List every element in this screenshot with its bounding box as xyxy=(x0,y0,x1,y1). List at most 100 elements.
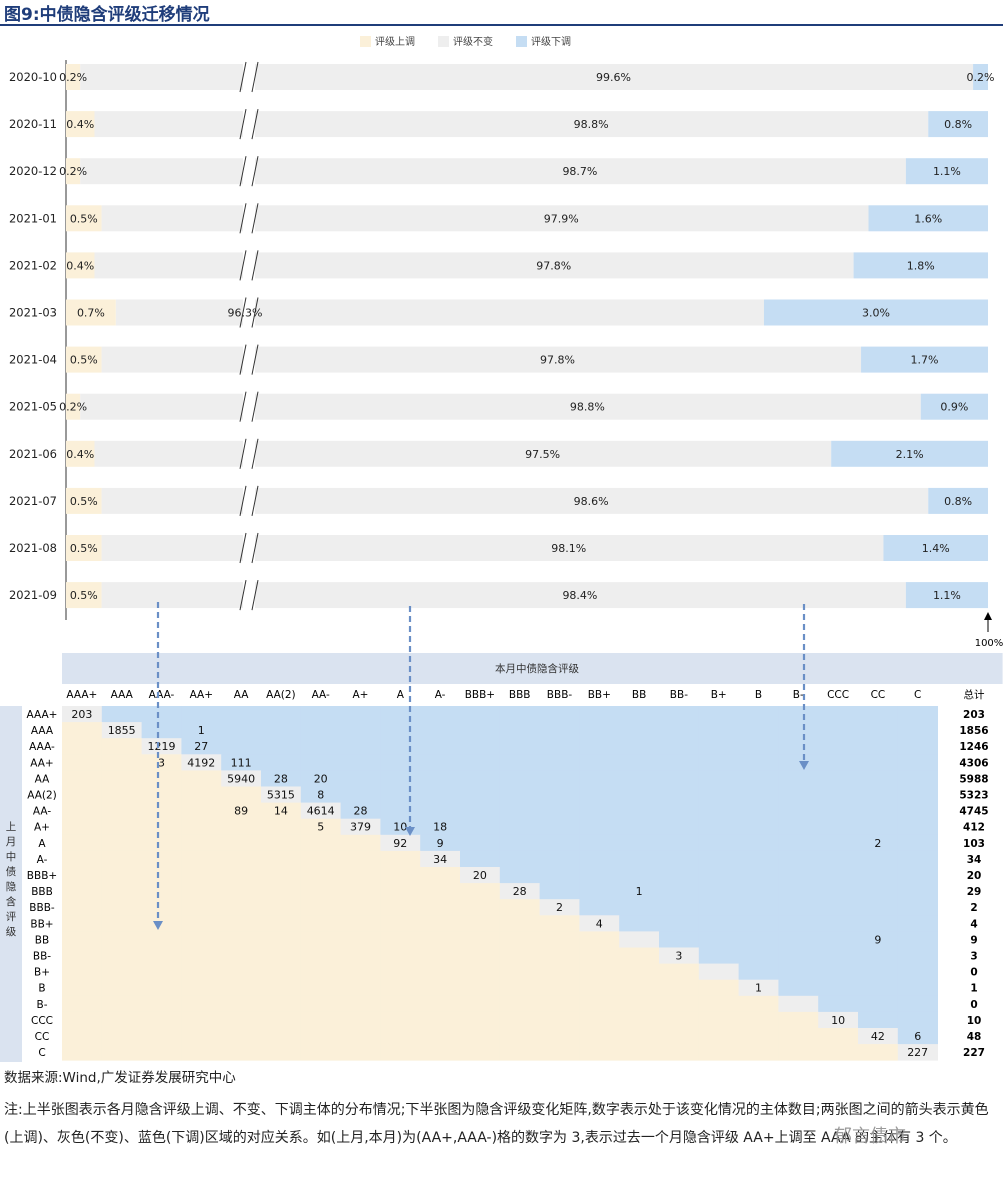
matrix-cell xyxy=(300,1044,341,1061)
matrix-cell xyxy=(579,1028,620,1045)
row-header: A xyxy=(38,838,46,850)
row-total: 1246 xyxy=(959,741,988,753)
matrix-cell xyxy=(778,1028,819,1045)
matrix-cell xyxy=(659,931,700,948)
matrix-cell xyxy=(62,754,103,771)
row-header: BBB xyxy=(31,886,53,898)
matrix-cell xyxy=(420,915,461,932)
matrix-cell xyxy=(101,1028,142,1045)
category-label: 2020-12 xyxy=(9,164,57,178)
matrix-cell xyxy=(499,979,540,997)
matrix-cell xyxy=(897,963,938,981)
bar-down xyxy=(831,440,988,467)
matrix-cell xyxy=(300,770,341,787)
bar-row: 2021-02 0.4% 97.8% 1.8% xyxy=(9,249,988,282)
matrix-value: 111 xyxy=(231,756,252,769)
matrix-cell xyxy=(101,915,142,932)
matrix-cell xyxy=(380,738,421,755)
matrix-cell xyxy=(619,706,660,723)
matrix-cell xyxy=(300,883,341,900)
matrix-cell xyxy=(738,850,779,868)
matrix-value: 1219 xyxy=(148,740,176,753)
matrix-cell xyxy=(62,867,103,884)
matrix-cell xyxy=(659,947,700,964)
matrix-cell xyxy=(141,770,182,787)
col-header: A xyxy=(397,689,405,701)
matrix-cell xyxy=(499,995,540,1013)
matrix-cell xyxy=(897,1011,938,1029)
matrix-cell xyxy=(858,834,899,852)
matrix-cell xyxy=(698,802,739,820)
matrix-cell xyxy=(380,1044,421,1061)
matrix-cell xyxy=(897,995,938,1013)
bar-row: 2021-08 0.5% 98.1% 1.4% xyxy=(9,532,988,564)
matrix-cell xyxy=(619,867,660,884)
legend-swatch xyxy=(438,36,449,47)
legend: 评级上调 评级不变 评级下调 xyxy=(360,35,571,48)
matrix-cell xyxy=(698,1011,739,1029)
matrix-value: 9 xyxy=(437,837,444,850)
category-label: 2021-06 xyxy=(9,447,57,461)
matrix-cell xyxy=(380,915,421,932)
value-label-up: 0.2% xyxy=(59,71,87,84)
matrix-cell xyxy=(340,834,381,852)
matrix-cell xyxy=(619,963,660,981)
matrix-cell xyxy=(738,1011,779,1029)
axis-break-gap xyxy=(243,532,255,564)
matrix-cell xyxy=(181,867,222,884)
matrix-cell xyxy=(539,915,580,932)
matrix-cell xyxy=(62,770,103,787)
matrix-cell xyxy=(221,963,262,981)
matrix-cell xyxy=(261,1044,302,1061)
matrix-cell xyxy=(818,834,859,852)
matrix-cell xyxy=(619,995,660,1013)
matrix-cell xyxy=(499,738,540,755)
matrix-cell xyxy=(698,850,739,868)
matrix-cell xyxy=(261,1011,302,1029)
bar-same xyxy=(101,205,869,232)
col-header: BB xyxy=(632,689,646,701)
matrix-cell xyxy=(300,995,341,1013)
matrix-cell xyxy=(579,883,620,900)
bar-row: 2021-04 0.5% 97.8% 1.7% xyxy=(9,343,988,376)
col-header-total: 总计 xyxy=(964,688,985,701)
matrix-cell xyxy=(261,947,302,964)
matrix-cell xyxy=(261,850,302,868)
axis-break-mark xyxy=(239,109,247,140)
matrix-cell xyxy=(539,850,580,868)
matrix-cell xyxy=(380,706,421,723)
matrix-cell xyxy=(659,770,700,787)
axis-break-mark xyxy=(239,156,247,187)
matrix-cell xyxy=(181,722,222,739)
matrix-cell xyxy=(858,722,899,739)
value-label-down: 1.1% xyxy=(933,589,961,602)
matrix-cell xyxy=(420,802,461,820)
matrix-cell xyxy=(619,1011,660,1029)
bar-up xyxy=(66,582,102,609)
value-label-down: 2.1% xyxy=(896,448,924,461)
matrix-cell xyxy=(698,979,739,997)
bar-row: 2021-07 0.5% 98.6% 0.8% xyxy=(9,484,988,517)
matrix-cell xyxy=(698,995,739,1013)
matrix-row-title-char: 级 xyxy=(6,926,17,938)
value-label-down: 0.9% xyxy=(940,401,968,414)
matrix-cell xyxy=(460,899,501,916)
matrix-cell xyxy=(659,722,700,739)
matrix-cell xyxy=(261,738,302,755)
value-label-up: 0.5% xyxy=(70,542,98,555)
matrix-cell xyxy=(698,1044,739,1061)
axis-break-gap xyxy=(243,61,255,93)
matrix-cell xyxy=(181,818,222,836)
matrix-cell xyxy=(261,963,302,981)
matrix-cell xyxy=(340,995,381,1013)
matrix-cell xyxy=(62,722,103,739)
row-header: C xyxy=(38,1047,45,1059)
matrix-value: 1855 xyxy=(108,724,136,737)
matrix-cell xyxy=(340,963,381,981)
matrix-cell xyxy=(539,802,580,820)
category-label: 2021-02 xyxy=(9,258,57,272)
matrix-cell xyxy=(698,770,739,787)
matrix-cell xyxy=(499,850,540,868)
matrix-cell xyxy=(539,706,580,723)
